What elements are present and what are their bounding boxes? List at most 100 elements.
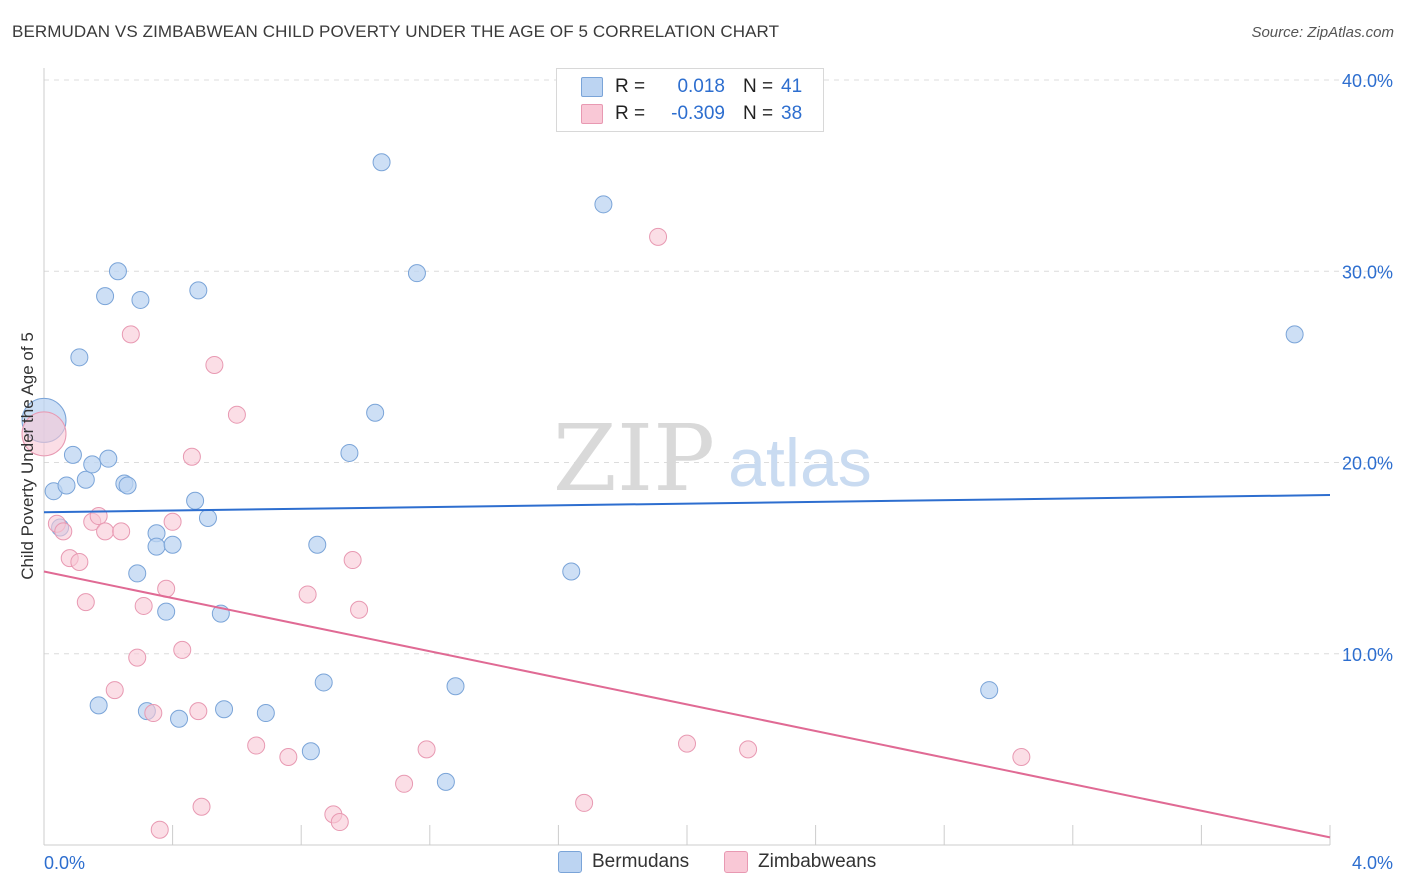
bermudan-point [1285, 325, 1304, 344]
bermudan-point [157, 602, 176, 621]
legend-row-zimbabweans: R = -0.309 N = 38 [581, 101, 802, 127]
zimbabwean-point [1012, 748, 1031, 767]
zimbabwean-trend-line [43, 570, 1331, 839]
zimbabwean-point [128, 648, 147, 667]
legend-n-value: 38 [781, 103, 803, 124]
tick-labels: 10.0% 20.0% 30.0% 40.0% 0.0% 4.0% [44, 71, 1393, 873]
source-label: Source: ZipAtlas.com [1251, 24, 1394, 41]
bermudan-point [128, 564, 147, 583]
bermudan-point [215, 700, 234, 719]
bermudan-point [57, 476, 76, 495]
zimbabwean-point [96, 522, 115, 541]
bermudan-trend-line [43, 494, 1331, 514]
y-tick-label: 20.0% [1342, 454, 1393, 474]
zimbabwean-point [343, 551, 362, 570]
watermark-atlas: atlas [728, 425, 872, 501]
zimbabwean-point [279, 748, 298, 767]
axes [43, 68, 1331, 846]
legend-row-bermudans: R = 0.018 N = 41 [581, 74, 802, 100]
bermudan-point [436, 772, 455, 791]
zimbabwean-point [105, 681, 124, 700]
data-points [21, 153, 1304, 839]
bermudan-point [562, 562, 581, 581]
zimbabwean-point [76, 593, 95, 612]
zimbabwean-point [134, 596, 153, 615]
bermudan-point [372, 153, 391, 172]
correlation-legend: R = 0.018 N = 41 R = -0.309 N = 38 [556, 68, 824, 132]
legend-n-label: N = [743, 76, 774, 97]
bermudan-point [163, 535, 182, 554]
bermudan-point [256, 704, 275, 723]
legend-swatch-blue [558, 851, 582, 873]
zimbabwean-point [150, 820, 169, 839]
gridlines [44, 79, 1392, 655]
zimbabwean-point [575, 793, 594, 812]
legend-label-bermudans: Bermudans [592, 851, 690, 872]
y-tick-label: 40.0% [1342, 71, 1393, 91]
legend-n-label: N = [743, 103, 774, 124]
y-tick-label: 10.0% [1342, 645, 1393, 665]
x-tick-label: 0.0% [44, 853, 85, 873]
zimbabwean-point [247, 736, 266, 755]
bermudan-point [118, 476, 137, 495]
bermudan-point [189, 281, 208, 300]
bermudan-point [186, 491, 205, 510]
bermudan-point [446, 677, 465, 696]
zimbabwean-point [205, 355, 224, 374]
zimbabwean-point [182, 447, 201, 466]
zimbabwean-point [678, 734, 696, 753]
zimbabwean-point [70, 552, 89, 571]
bermudan-point [70, 348, 89, 367]
bermudan-point [340, 443, 359, 462]
legend-r-value: -0.309 [671, 103, 725, 124]
zimbabwean-point [417, 740, 436, 759]
legend-r-label: R = [615, 103, 646, 124]
zimbabwean-point [89, 507, 108, 526]
zimbabwean-point [121, 325, 140, 344]
bermudan-point [198, 508, 217, 527]
zimbabwean-point [21, 411, 67, 457]
bermudan-point [76, 470, 95, 489]
trend-lines [43, 494, 1331, 839]
bermudan-point [594, 195, 613, 214]
zimbabwean-point [298, 585, 317, 604]
zimbabwean-point [192, 797, 211, 816]
bermudan-point [407, 264, 426, 283]
bermudan-point [301, 742, 320, 761]
legend-swatch-pink [724, 851, 748, 873]
zimbabwean-point [189, 702, 208, 721]
watermark-zip: ZIP [553, 405, 715, 512]
zimbabwean-point [395, 774, 414, 793]
bermudan-point [314, 673, 333, 692]
chart-title: BERMUDAN VS ZIMBABWEAN CHILD POVERTY UND… [12, 22, 780, 41]
legend-label-zimbabweans: Zimbabweans [758, 851, 877, 872]
zimbabwean-point [54, 522, 73, 541]
legend-r-label: R = [615, 76, 646, 97]
bermudan-point [89, 696, 108, 715]
bermudan-point [308, 535, 327, 554]
legend-r-value: 0.018 [677, 76, 725, 97]
legend-swatch-pink [581, 104, 603, 124]
bermudan-point [131, 290, 150, 309]
legend-item-bermudans: Bermudans [558, 851, 689, 873]
bermudan-point [96, 287, 115, 306]
zimbabwean-point [112, 522, 131, 541]
zimbabwean-point [227, 405, 246, 424]
zimbabwean-point [350, 600, 369, 619]
bermudan-point [108, 262, 127, 281]
bermudan-point [99, 449, 118, 468]
zimbabwean-point [739, 740, 758, 759]
bermudan-point [63, 445, 82, 464]
legend-n-value: 41 [781, 76, 803, 97]
bermudan-point [147, 537, 166, 556]
legend-item-zimbabweans: Zimbabweans [724, 851, 876, 873]
y-tick-label: 30.0% [1342, 262, 1393, 282]
zimbabwean-point [144, 704, 163, 723]
zimbabwean-point [330, 813, 349, 832]
legend-swatch-blue [581, 77, 603, 97]
y-axis-label: Child Poverty Under the Age of 5 [18, 332, 37, 580]
zimbabwean-point [163, 512, 182, 531]
zimbabwean-point [649, 227, 668, 246]
zimbabwean-point [173, 640, 192, 659]
